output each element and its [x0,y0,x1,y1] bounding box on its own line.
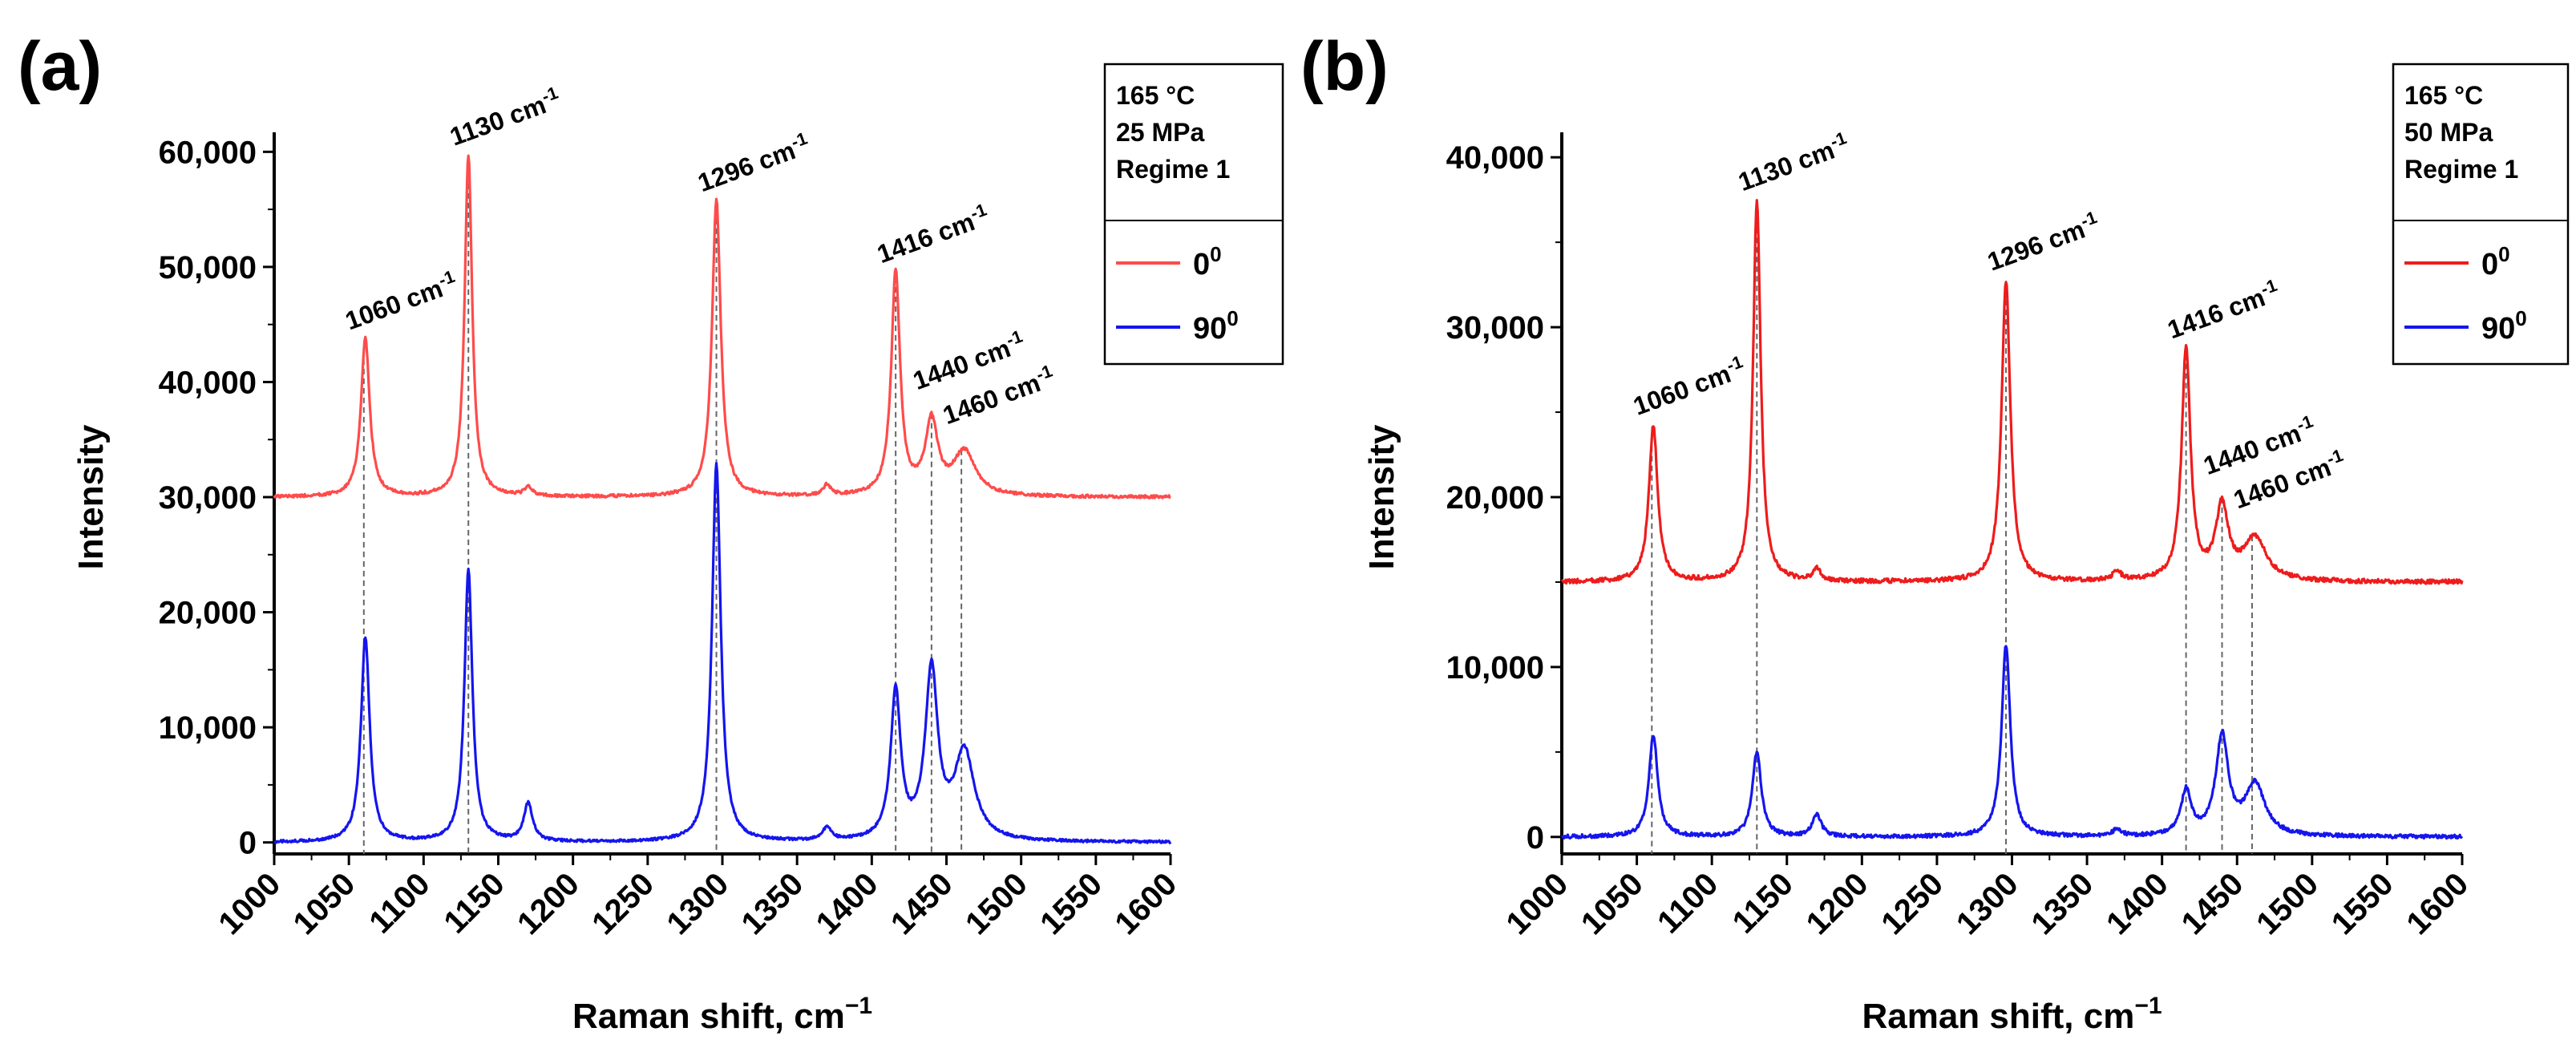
peak-label-text: 1296 cm [694,136,799,197]
x-tick-label: 1500 [2250,866,2325,941]
y-tick-label: 60,000 [159,135,257,170]
y-tick-label: 0 [239,826,257,861]
x-tick-label: 1150 [1726,866,1800,940]
x-tick-label: 1600 [1108,866,1183,941]
x-tick-label: 1500 [959,866,1034,941]
y-axis-title: Intensity [71,424,111,569]
peak-label-text: 1296 cm [1984,215,2089,277]
x-axis-title-superscript: −1 [2134,993,2161,1019]
x-tick-label: 1250 [1874,866,1950,941]
legend-series-name: 90 [2481,312,2515,346]
legend-condition-text: 165 °C [1116,81,1195,110]
panel-label: (a) [18,28,102,105]
legend-series-label: 00 [2481,242,2510,281]
x-tick-label: 1350 [734,866,810,941]
series-line-90-deg [273,462,1172,844]
y-axis-title: Intensity [1362,424,1401,569]
x-tick-label: 1600 [2400,866,2475,941]
legend-condition-text: 165 °C [2404,81,2483,110]
y-tick-label: 50,000 [159,250,257,285]
series-line-0-deg [273,154,1171,500]
legend-condition-text: 50 MPa [2404,118,2493,147]
chart-panel-b: (b)1000 1050 1100 1150 1200 1250 1300 1350 1400 1… [1300,28,2570,1036]
legend-series-superscript: 0 [1227,306,1238,330]
legend-series-superscript: 0 [1210,242,1221,266]
peak-label-text: 1416 cm [873,207,978,269]
panel-label: (b) [1300,28,1389,105]
x-tick-label: 1400 [810,866,885,941]
legend-series-label: 900 [2481,306,2527,346]
peak-label-text: 1130 cm [446,90,549,151]
legend-condition-text: Regime 1 [2404,155,2518,184]
x-tick-label: 1450 [2175,866,2250,941]
x-tick-label: 1200 [1800,866,1875,941]
legend-series-name: 0 [1193,248,1210,281]
legend-box [2392,63,2570,366]
y-tick-label: 30,000 [1446,310,1544,346]
y-tick-label: 10,000 [1446,650,1544,686]
legend-box [1103,63,1284,366]
x-tick-label: 1400 [2100,866,2175,941]
y-tick-label: 20,000 [1446,480,1544,516]
x-tick-label: 1550 [1033,866,1109,941]
x-tick-label: 1300 [660,866,735,941]
peak-label: 1416 cm-1 [2163,275,2283,345]
peak-label-text: 1060 cm [342,273,447,335]
peak-label: 1060 cm-1 [1628,351,1749,421]
x-axis-title-text: Raman shift, cm [1862,997,2134,1036]
peak-label-text: 1130 cm [1734,136,1838,196]
peak-label: 1296 cm-1 [694,128,814,198]
peak-label-text: 1060 cm [1629,359,1734,421]
x-axis-title-superscript: −1 [845,993,872,1019]
peak-label: 1416 cm-1 [872,200,993,269]
x-tick-label: 1550 [2325,866,2400,941]
x-tick-label: 1100 [1651,866,1725,940]
y-tick-label: 0 [1527,820,1544,856]
x-tick-label: 1000 [212,866,287,941]
x-tick-label: 1300 [1950,866,2025,941]
legend-series-label: 900 [1193,306,1239,346]
y-tick-label: 10,000 [159,710,257,746]
peak-label: 1130 cm-1 [445,83,564,152]
x-tick-label: 1450 [884,866,960,941]
peak-label: 1296 cm-1 [1983,207,2103,277]
y-tick-label: 40,000 [1446,140,1544,176]
x-tick-label: 1100 [362,866,436,940]
legend-series-name: 90 [1193,312,1227,346]
x-tick-label: 1200 [511,866,586,941]
peak-label: 1060 cm-1 [341,266,461,336]
peak-label-text: 1416 cm [2164,282,2269,344]
chart-panel-a: (a)1000 1050 1100 1150 1200 1250 1300 1350 1400 1… [18,28,1284,1036]
peak-label: 1130 cm-1 [1733,127,1853,196]
x-tick-label: 1150 [437,866,511,940]
x-tick-label: 1050 [286,866,362,941]
series-line-0-deg [1560,199,2464,585]
legend-condition-text: Regime 1 [1116,155,1230,184]
legend-series-superscript: 0 [2498,242,2509,266]
series-line-90-deg [1560,645,2464,840]
x-axis-title: Raman shift, cm−1 [572,993,872,1036]
x-axis-title-text: Raman shift, cm [572,997,845,1036]
x-tick-label: 1350 [2024,866,2100,941]
x-tick-label: 1000 [1499,866,1575,941]
y-tick-label: 20,000 [159,596,257,631]
legend-series-name: 0 [2481,248,2498,281]
y-tick-label: 40,000 [159,365,257,400]
x-axis-title: Raman shift, cm−1 [1862,993,2161,1036]
y-tick-label: 30,000 [159,480,257,516]
legend-condition-text: 25 MPa [1116,118,1204,147]
legend-series-superscript: 0 [2515,306,2526,330]
x-tick-label: 1250 [585,866,661,941]
legend-series-label: 00 [1193,242,1222,281]
x-tick-label: 1050 [1575,866,1650,941]
